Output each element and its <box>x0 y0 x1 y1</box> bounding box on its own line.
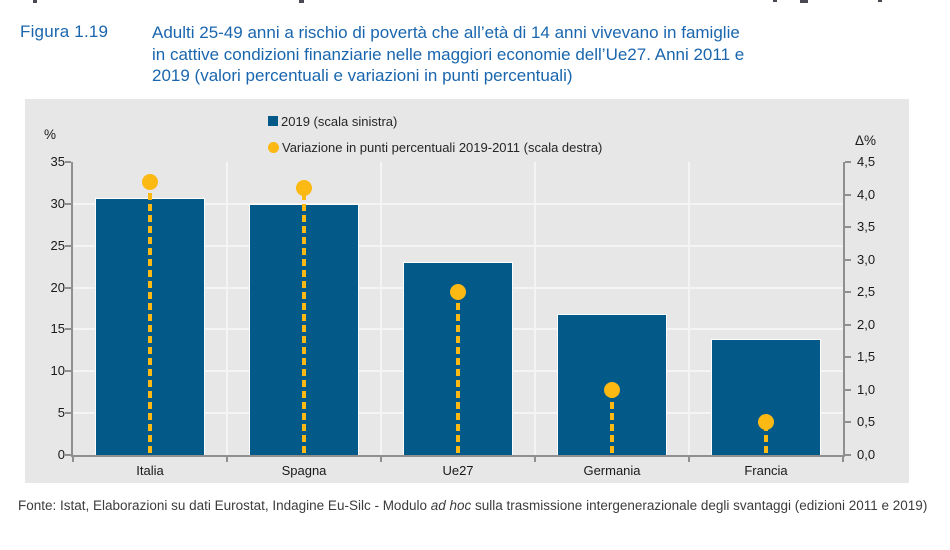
gridline-vertical <box>380 162 382 455</box>
gridline-horizontal <box>73 244 843 247</box>
category-label-italia: Italia <box>136 463 164 478</box>
left-axis-tick <box>65 328 71 331</box>
left-tick-label: 15 <box>50 321 65 337</box>
delta-dot-spagna <box>296 180 312 197</box>
x-axis-tick <box>534 457 536 462</box>
cropped-text-remnant <box>299 0 304 3</box>
left-tick-label: 35 <box>50 154 65 169</box>
right-tick-label: 2,5 <box>857 284 876 300</box>
category-label-germania: Germania <box>583 463 641 478</box>
left-axis-tick <box>65 454 71 456</box>
left-tick-label: 0 <box>57 447 65 462</box>
cropped-text-remnant <box>878 0 882 2</box>
right-tick-label: 3,5 <box>857 219 876 235</box>
cropped-text-remnant <box>800 0 808 3</box>
source-note: Fonte: Istat, Elaborazioni su dati Euros… <box>18 496 934 515</box>
figure-title: Adulti 25-49 anni a rischio di povertà c… <box>152 22 744 87</box>
chart-legend: 2019 (scala sinistra) Variazione in punt… <box>268 108 602 160</box>
title-line: 2019 (valori percentuali e variazioni in… <box>152 66 573 85</box>
delta-dashed-line-spagna <box>302 188 306 453</box>
source-note-pre: Fonte: Istat, Elaborazioni su dati Euros… <box>18 498 431 513</box>
left-tick-label: 10 <box>50 363 65 379</box>
legend-label-variazione: Variazione in punti percentuali 2019-201… <box>282 139 603 155</box>
category-label-ue27: Ue27 <box>442 463 474 478</box>
title-line: Adulti 25-49 anni a rischio di povertà c… <box>152 23 740 42</box>
left-axis-tick <box>65 161 71 163</box>
gridline-vertical <box>226 162 228 455</box>
right-axis-tick <box>845 388 851 391</box>
legend-item-variazione: Variazione in punti percentuali 2019-201… <box>268 134 602 160</box>
right-axis-tick <box>845 291 851 294</box>
delta-dashed-line-italia <box>148 181 152 453</box>
right-tick-label: 0,0 <box>857 447 876 462</box>
right-tick-label: 4,0 <box>857 186 876 202</box>
right-axis-tick <box>845 226 851 229</box>
left-axis-tick <box>65 202 71 205</box>
legend-label-2019: 2019 (scala sinistra) <box>281 113 398 129</box>
delta-dashed-line-germania <box>610 389 614 453</box>
left-tick-label: 25 <box>50 237 65 253</box>
delta-dashed-line-ue27 <box>456 292 460 453</box>
right-tick-label: 2,0 <box>857 316 876 332</box>
right-axis-tick <box>845 323 851 326</box>
x-axis-tick <box>842 457 844 462</box>
right-axis-line <box>843 162 845 457</box>
left-tick-label: 5 <box>57 405 65 421</box>
source-note-post: sulla trasmissione intergenerazionale de… <box>471 498 928 513</box>
right-axis-tick <box>845 356 851 359</box>
delta-dot-italia <box>142 173 158 190</box>
gridline-vertical <box>534 162 536 455</box>
right-axis-tick <box>845 421 851 424</box>
title-line: in cattive condizioni finanziarie nelle … <box>152 44 745 64</box>
left-tick-label: 20 <box>50 279 65 295</box>
right-tick-label: 0,5 <box>857 414 876 430</box>
source-note-italic: ad hoc <box>430 498 472 513</box>
x-axis-tick <box>226 457 228 462</box>
figure-label: Figura 1.19 <box>20 22 109 41</box>
delta-dot-francia <box>758 414 774 431</box>
legend-dot-icon <box>268 141 279 153</box>
right-axis-tick <box>845 161 851 163</box>
legend-item-2019: 2019 (scala sinistra) <box>268 108 602 134</box>
right-tick-label: 1,5 <box>857 349 876 365</box>
legend-square-icon <box>268 116 278 126</box>
chart-panel: 2019 (scala sinistra) Variazione in punt… <box>25 99 909 483</box>
category-label-francia: Francia <box>744 463 788 478</box>
left-axis-tick <box>65 286 71 289</box>
x-axis-line <box>71 455 845 457</box>
left-axis-unit: % <box>44 127 57 142</box>
cropped-text-remnant <box>33 0 37 3</box>
left-tick-label: 30 <box>50 195 65 211</box>
right-tick-label: 1,0 <box>857 381 876 397</box>
right-axis-tick <box>845 193 851 196</box>
x-axis-tick <box>380 457 382 462</box>
left-axis-tick <box>65 412 71 415</box>
gridline-horizontal <box>73 202 843 205</box>
plot-area: 35 30 25 20 15 10 5 0 4,5 4,0 3,5 3,0 2,5 2,0 1,5 1,0 0,… <box>51 154 876 478</box>
cropped-text-remnant <box>773 0 777 2</box>
left-axis-line <box>71 162 73 457</box>
right-axis-tick <box>845 258 851 261</box>
category-label-spagna: Spagna <box>281 463 327 478</box>
x-axis-tick <box>688 457 690 462</box>
delta-dot-ue27 <box>450 284 466 301</box>
right-tick-label: 3,0 <box>857 251 876 267</box>
right-axis-tick <box>845 454 851 456</box>
delta-dashed-line-francia <box>764 422 768 453</box>
delta-dot-germania <box>604 381 620 398</box>
left-axis-tick <box>65 244 71 247</box>
right-tick-label: 4,5 <box>857 154 876 169</box>
gridline-vertical <box>688 162 690 455</box>
right-axis-unit: Δ% <box>855 133 877 148</box>
left-axis-tick <box>65 370 71 373</box>
x-axis-tick <box>72 457 74 462</box>
